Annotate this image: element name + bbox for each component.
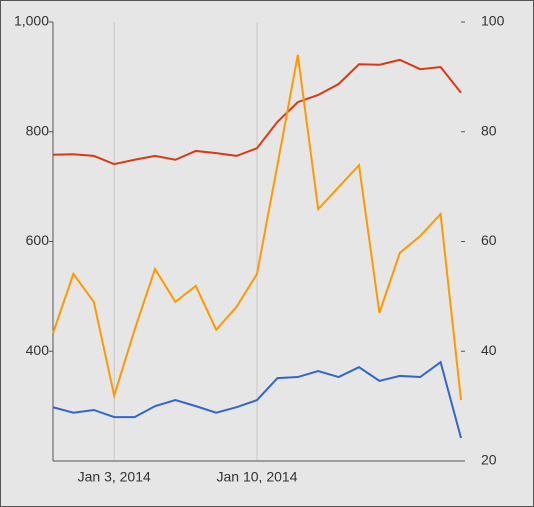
y-tick-label: 800: [26, 122, 50, 138]
series-line: [52, 54, 462, 401]
series-line: [52, 58, 462, 166]
x-tick-label: Jan 10, 2014: [217, 469, 298, 485]
y-tick-label: 400: [26, 342, 50, 358]
y2-tick-label: 40: [481, 342, 497, 358]
y2-tick-label: 100: [481, 13, 505, 29]
y2-tick-label: 80: [481, 122, 497, 138]
x-tick-label: Jan 3, 2014: [78, 469, 151, 485]
y-tick-label: 1,000: [14, 13, 49, 29]
y-tick-label: 600: [26, 232, 50, 248]
series-line: [52, 360, 462, 439]
y2-tick-label: 60: [481, 232, 497, 248]
y2-tick-label: 20: [481, 452, 497, 468]
